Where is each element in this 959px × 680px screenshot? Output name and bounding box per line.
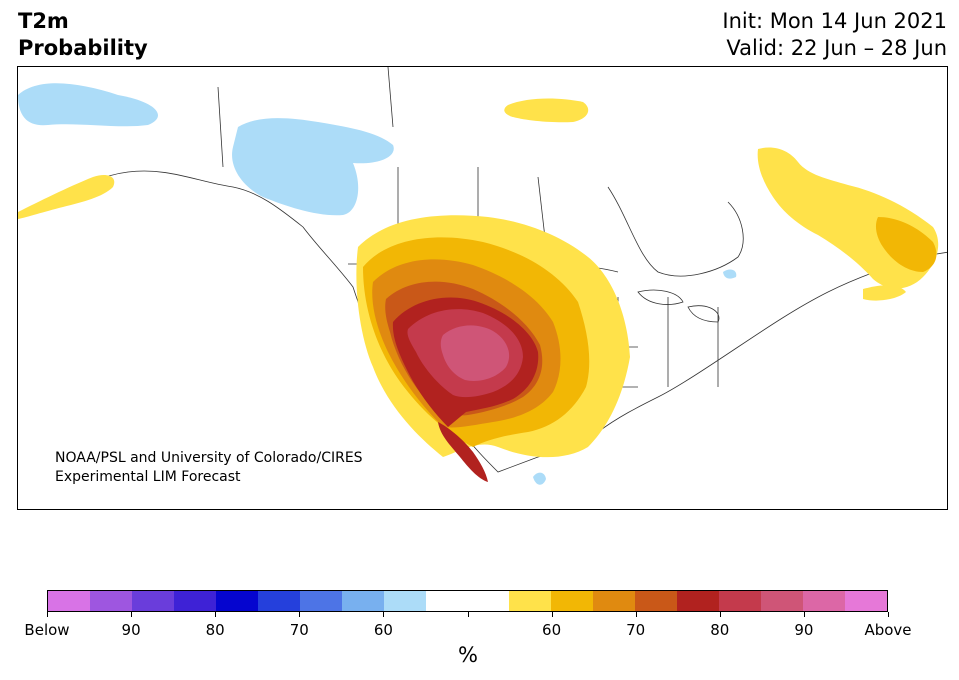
colorbar-swatch [509,591,552,611]
colorbar-tick [551,612,553,617]
colorbar-tick-label: 60 [373,621,393,639]
colorbar-swatch [425,591,468,611]
colorbar-swatch [845,591,888,611]
map-canvas [18,67,947,485]
colorbar-tick-label: 80 [205,621,225,639]
colorbar-tick [131,612,133,617]
colorbar-swatch [635,591,678,611]
lake-below [723,269,737,279]
colorbar-tick-label: 90 [794,621,814,639]
colorbar-swatch [593,591,636,611]
colorbar-swatch [131,591,174,611]
colorbar-tick-label: 90 [121,621,141,639]
great-lakes [637,289,720,323]
colorbar-swatch [299,591,342,611]
above-normal-areas [18,98,939,482]
colorbar-tick [47,612,48,617]
map-title: T2m Probability [18,8,148,62]
quebec-warm-70 [875,217,937,272]
colorbar-tick-label: Below [24,621,70,639]
colorbar-swatch [467,591,510,611]
colorbar-swatch [257,591,300,611]
colorbar-swatch [383,591,426,611]
colorbar-swatch [48,591,90,611]
colorbar-swatch [551,591,594,611]
colorbar-tick [467,612,469,617]
colorbar-tick-label: 60 [542,621,562,639]
colorbar-swatch [803,591,846,611]
below-normal-areas [18,83,737,485]
title-variable: T2m [18,9,69,33]
colorbar-swatch [719,591,762,611]
baja-below [533,472,546,485]
alaska-warm [18,175,115,219]
colorbar-swatch [173,591,216,611]
hudson-bay [607,186,744,277]
map-credit: NOAA/PSL and University of Colorado/CIRE… [55,449,363,487]
credit-line-1: NOAA/PSL and University of Colorado/CIRE… [55,450,363,466]
colorbar-swatch [677,591,720,611]
colorbar-tick [635,612,637,617]
init-date: Init: Mon 14 Jun 2021 [722,9,947,33]
valid-dates: Valid: 22 Jun – 28 Jun [726,36,947,60]
newfoundland-warm [863,285,906,301]
colorbar-tick [803,612,805,617]
warm-99 [440,325,510,381]
colorbar-tick-label: 80 [710,621,730,639]
colorbar-unit: % [458,643,478,667]
canada-below [232,118,394,216]
colorbar-swatch [215,591,258,611]
colorbar-swatch [89,591,132,611]
probability-map [17,66,948,510]
credit-line-2: Experimental LIM Forecast [55,469,241,485]
colorbar-tick-label: Above [864,621,912,639]
colorbar-tick-label: 70 [626,621,646,639]
forecast-dates: Init: Mon 14 Jun 2021 Valid: 22 Jun – 28… [722,8,947,62]
colorbar-tick [719,612,721,617]
province-lines [217,67,549,265]
arctic-warm [504,98,589,123]
colorbar [47,590,888,612]
colorbar-tick [888,612,889,617]
colorbar-tick [215,612,217,617]
colorbar-swatch [761,591,804,611]
title-type: Probability [18,36,148,60]
colorbar-swatch [341,591,384,611]
colorbar-tick [299,612,301,617]
alaska-below [18,83,158,127]
colorbar-tick-label: 70 [289,621,309,639]
colorbar-tick [383,612,385,617]
baja-warm [438,422,488,482]
